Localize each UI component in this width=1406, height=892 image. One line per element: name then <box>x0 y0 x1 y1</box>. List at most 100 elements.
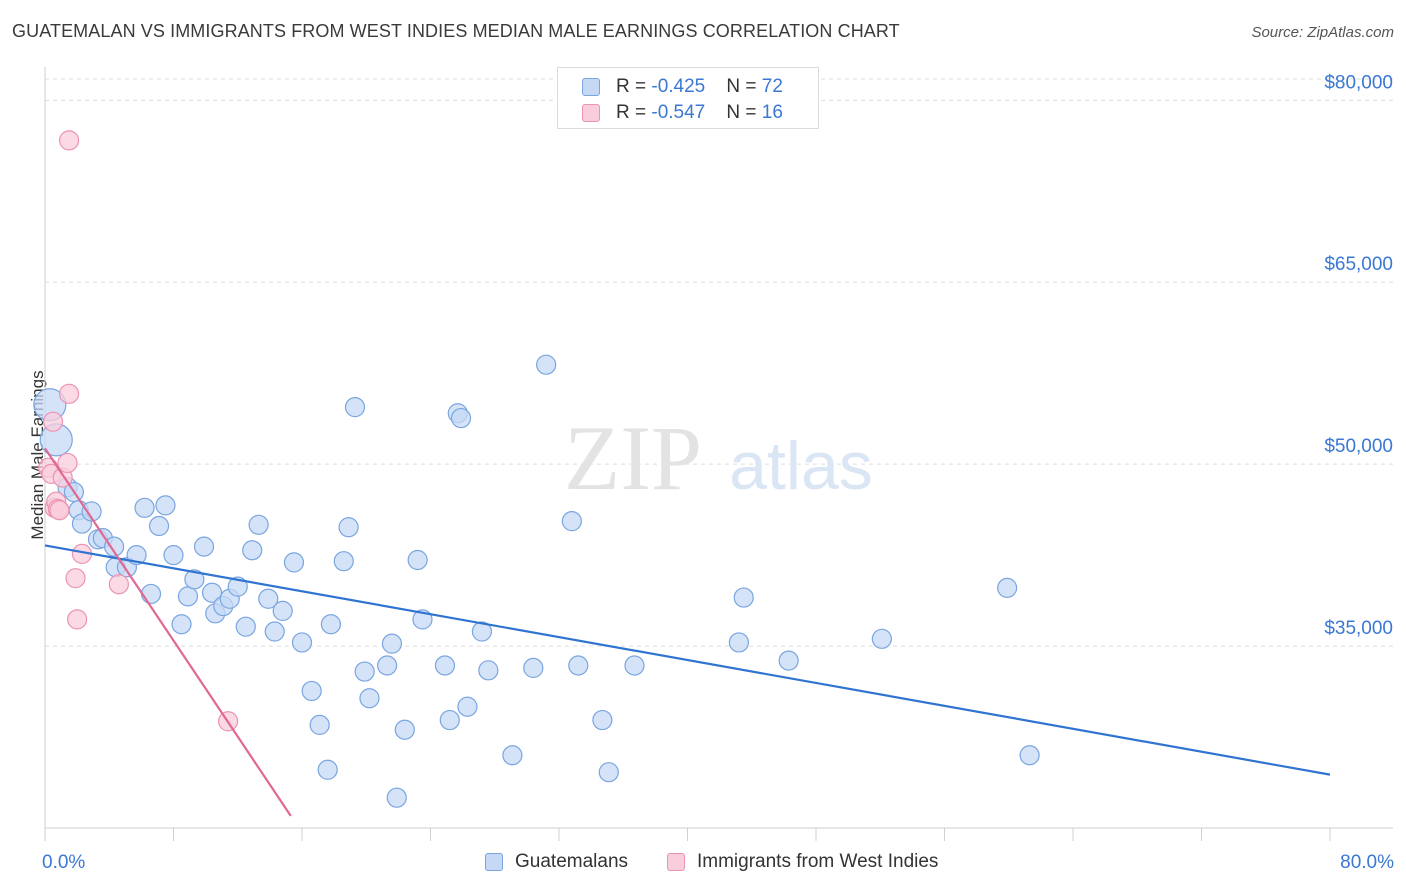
west-indies-point <box>49 500 70 521</box>
guatemalans-point <box>320 614 342 635</box>
trend-line-guatemalans <box>44 544 1331 776</box>
watermark-atlas: atlas <box>729 428 873 504</box>
legend-n-label: N = <box>726 102 762 123</box>
guatemalans-point <box>242 540 263 561</box>
watermark: ZIP atlas <box>564 407 873 509</box>
guatemalans-point <box>201 582 223 603</box>
correlation-legend: R = -0.425 N = 72 R = -0.547 N = 16 <box>557 67 819 129</box>
guatemalans-point <box>184 569 205 590</box>
guatemalans-point <box>264 621 285 642</box>
guatemalans-point <box>434 655 456 676</box>
legend-n-value: 72 <box>761 76 783 97</box>
guatemalans-point <box>317 759 338 780</box>
guatemalans-point <box>171 614 192 635</box>
west-indies-point <box>58 130 80 151</box>
legend-r-label: R = <box>616 76 652 97</box>
guatemalans-point <box>536 354 557 375</box>
guatemalans-point <box>1019 745 1040 766</box>
guatemalans-point <box>624 655 645 676</box>
guatemalans-point <box>283 552 305 573</box>
guatemalans-point <box>291 632 313 653</box>
x-tick-label-max: 80.0% <box>1340 852 1394 873</box>
guatemalans-point <box>502 745 523 766</box>
guatemalans-point <box>386 787 407 808</box>
legend-n-value: 16 <box>761 102 783 123</box>
trend-lines <box>44 447 1331 817</box>
guatemalans-point <box>338 517 359 538</box>
legend-swatch-pink <box>667 853 685 871</box>
west-indies-point <box>108 574 129 595</box>
guatemalans-point <box>871 628 892 649</box>
guatemalans-point <box>381 633 403 654</box>
x-tick-label-min: 0.0% <box>42 852 86 873</box>
guatemalans-point <box>81 501 102 522</box>
guatemalans-point <box>163 545 184 566</box>
guatemalans-point <box>592 709 613 731</box>
axes <box>44 67 1393 841</box>
guatemalans-point <box>248 514 269 535</box>
guatemalans-points <box>33 354 1040 808</box>
y-tick-label: $35,000 <box>1324 618 1393 639</box>
legend-r-label: R = <box>616 102 652 123</box>
guatemalans-point <box>598 762 619 783</box>
guatemalans-point <box>333 551 354 572</box>
legend-swatch-pink <box>582 104 600 122</box>
guatemalans-point <box>148 515 170 537</box>
legend-swatch-blue <box>582 78 600 96</box>
guatemalans-point <box>177 586 199 607</box>
west-indies-point <box>67 609 88 630</box>
guatemalans-point <box>227 576 248 597</box>
guatemalans-point <box>568 655 589 676</box>
legend-item-west-indies: Immigrants from West Indies <box>667 851 938 873</box>
guatemalans-point <box>997 577 1018 598</box>
west-indies-point <box>58 383 80 404</box>
guatemalans-point <box>155 495 176 516</box>
guatemalans-point <box>301 680 322 702</box>
guatemalans-point <box>309 714 330 736</box>
chart-title: GUATEMALAN VS IMMIGRANTS FROM WEST INDIE… <box>12 21 900 41</box>
guatemalans-point <box>561 511 582 532</box>
legend-swatch-blue <box>485 853 503 871</box>
legend-r-value: -0.547 <box>651 102 706 123</box>
legend-label-west-indies: Immigrants from West Indies <box>697 851 939 872</box>
guatemalans-point <box>140 583 162 605</box>
guatemalans-point <box>407 549 428 571</box>
guatemalans-point <box>272 600 293 622</box>
guatemalans-point <box>359 688 380 709</box>
west-indies-point <box>57 452 78 474</box>
guatemalans-point <box>377 655 398 676</box>
guatemalans-point <box>478 660 499 681</box>
guatemalans-point <box>733 587 754 608</box>
guatemalans-point <box>258 588 279 609</box>
guatemalans-point <box>235 616 256 637</box>
legend-label-guatemalans: Guatemalans <box>515 851 629 872</box>
guatemalans-point <box>450 407 472 429</box>
trend-line-west-indies <box>44 447 292 817</box>
guatemalans-point <box>457 696 478 717</box>
guatemalans-point <box>523 657 544 679</box>
source-label: Source: ZipAtlas.com <box>1251 24 1394 41</box>
guatemalans-point <box>354 661 375 682</box>
west-indies-point <box>42 411 64 432</box>
y-tick-label: $65,000 <box>1324 254 1393 275</box>
guatemalans-point <box>471 621 492 642</box>
west-indies-points <box>38 130 239 732</box>
watermark-zip: ZIP <box>564 407 702 509</box>
y-tick-label: $50,000 <box>1324 436 1393 457</box>
y-tick-labels: $80,000 $65,000 $50,000 $35,000 <box>1324 72 1393 639</box>
guatemalans-point <box>134 497 155 518</box>
guatemalans-point <box>778 650 799 671</box>
legend-n-label: N = <box>726 76 762 97</box>
guatemalans-point <box>394 719 415 740</box>
series-legend: Guatemalans Immigrants from West Indies <box>0 851 1406 877</box>
grid-lines <box>45 78 1393 647</box>
guatemalans-point <box>193 536 215 557</box>
west-indies-point <box>65 568 86 589</box>
guatemalans-point <box>103 536 125 557</box>
legend-item-guatemalans: Guatemalans <box>485 851 628 873</box>
legend-r-value: -0.425 <box>651 76 706 97</box>
guatemalans-point <box>439 709 460 731</box>
y-tick-label: $80,000 <box>1324 72 1393 93</box>
guatemalans-point <box>344 397 366 418</box>
